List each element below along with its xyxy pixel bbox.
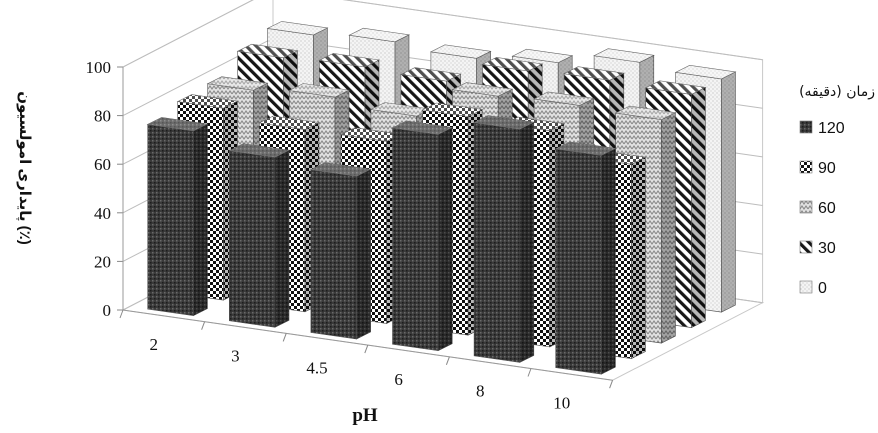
bar [391, 120, 454, 352]
y-tick-label: 60 [94, 155, 111, 174]
x-tick-label: 4.5 [306, 358, 327, 377]
x-tick-mark [445, 356, 450, 365]
legend: زمان (دقیقه) 120 90 60 30 0 [799, 84, 875, 297]
bars [146, 21, 737, 375]
bar [146, 117, 209, 317]
x-tick-mark [282, 333, 287, 342]
gridline [122, 0, 763, 68]
legend-label: 0 [818, 280, 827, 297]
legend-item: 0 [799, 280, 827, 297]
bar [309, 162, 372, 340]
x-tick-mark [527, 368, 532, 377]
y-axis: 0 20 40 60 80 100 [86, 58, 124, 320]
legend-swatch [799, 200, 813, 214]
legend-swatch [799, 240, 813, 254]
legend-swatch [799, 120, 813, 134]
x-tick-label: 8 [476, 382, 485, 401]
x-tick-label: 10 [553, 393, 570, 412]
legend-item: 90 [799, 160, 836, 177]
y-tick-label: 20 [94, 252, 111, 271]
x-tick-mark [609, 380, 614, 389]
legend-label: 90 [818, 160, 836, 177]
x-tick-label: 2 [150, 335, 159, 354]
legend-label: 120 [818, 120, 845, 137]
legend-swatch [799, 160, 813, 174]
x-axis-title: pH [352, 405, 378, 426]
x-tick-label: 6 [394, 370, 403, 389]
legend-item: 30 [799, 240, 836, 257]
legend-swatch [799, 280, 813, 294]
y-tick-label: 80 [94, 107, 111, 126]
x-tick-mark [119, 309, 124, 319]
legend-label: 30 [818, 240, 836, 257]
legend-item: 60 [799, 200, 836, 217]
x-axis: 2 3 4.5 6 8 10 [119, 309, 614, 412]
bar [228, 143, 290, 328]
bar [473, 115, 535, 363]
bar [554, 141, 617, 375]
y-tick-label: 0 [103, 301, 112, 320]
legend-item: 120 [799, 120, 845, 137]
y-tick-label: 100 [86, 58, 112, 77]
y-axis-title: پایداری امولسیون (٪) [15, 91, 33, 245]
y-tick-label: 40 [94, 204, 111, 223]
x-tick-mark [364, 344, 369, 354]
x-tick-label: 3 [231, 347, 240, 366]
x-tick-mark [201, 321, 206, 330]
legend-label: 60 [818, 200, 836, 217]
legend-title: زمان (دقیقه) [799, 84, 875, 100]
